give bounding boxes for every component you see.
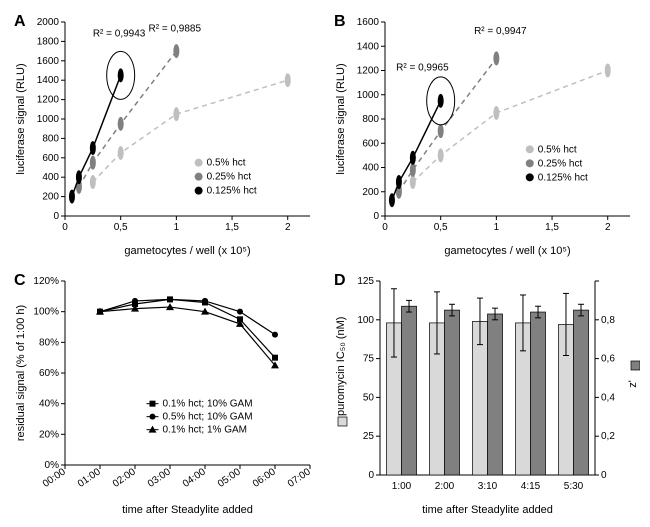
svg-text:gametocytes / well (x 10⁵): gametocytes / well (x 10⁵) <box>124 245 250 257</box>
svg-text:1:00: 1:00 <box>392 481 412 492</box>
svg-text:05:00: 05:00 <box>216 466 243 490</box>
panel-b: B 0 200 400 600 800 1000 1200 1400 1600 0 0,5 1 1,5 2 g… <box>330 10 640 259</box>
panel-d: D 0 25 50 75 100 125 0 0,2 0,4 0,6 0,8 1:00 2:00 3:10 4… <box>330 269 640 518</box>
svg-text:0: 0 <box>373 211 379 222</box>
svg-text:0: 0 <box>601 470 607 481</box>
svg-text:2: 2 <box>605 222 611 233</box>
chart-a: A 0 200 400 600 800 1000 1200 1400 1600 1800 2000 0 0… <box>10 10 320 258</box>
svg-text:02:00: 02:00 <box>111 466 138 490</box>
svg-text:2000: 2000 <box>37 17 60 28</box>
svg-text:04:00: 04:00 <box>181 466 208 490</box>
svg-text:1000: 1000 <box>357 90 380 101</box>
svg-text:400: 400 <box>42 172 59 183</box>
svg-text:3:10: 3:10 <box>478 481 498 492</box>
svg-text:1200: 1200 <box>37 95 60 106</box>
svg-text:1,5: 1,5 <box>545 222 559 233</box>
svg-text:0,6: 0,6 <box>601 353 615 364</box>
svg-text:40%: 40% <box>39 398 59 409</box>
svg-text:60%: 60% <box>39 368 59 379</box>
svg-text:0,4: 0,4 <box>601 392 615 403</box>
svg-text:75: 75 <box>363 353 375 364</box>
svg-text:07:00: 07:00 <box>286 466 313 490</box>
svg-text:residual signal (% of 1:00 h): residual signal (% of 1:00 h) <box>15 304 27 440</box>
svg-text:125: 125 <box>357 276 374 287</box>
svg-text:50: 50 <box>363 392 375 403</box>
svg-text:800: 800 <box>362 114 379 125</box>
chart-d: D 0 25 50 75 100 125 0 0,2 0,4 0,6 0,8 1:00 2:00 3:10 4… <box>330 269 640 517</box>
svg-text:600: 600 <box>42 153 59 164</box>
panel-c: C0%20%40%60%80%100%120%00:0001:0002:0003… <box>10 269 320 518</box>
svg-text:120%: 120% <box>33 276 59 287</box>
svg-text:z': z' <box>627 380 639 388</box>
svg-text:1800: 1800 <box>37 36 60 47</box>
svg-text:0,8: 0,8 <box>601 314 615 325</box>
svg-text:4:15: 4:15 <box>521 481 541 492</box>
svg-text:5:30: 5:30 <box>564 481 584 492</box>
svg-text:0.5% hct: 0.5% hct <box>207 158 246 169</box>
svg-text:1200: 1200 <box>357 66 380 77</box>
svg-text:2:00: 2:00 <box>435 481 455 492</box>
svg-text:0,5: 0,5 <box>114 222 128 233</box>
svg-text:100: 100 <box>357 314 374 325</box>
svg-text:0,5: 0,5 <box>434 222 448 233</box>
svg-text:0.1% hct; 10% GAM: 0.1% hct; 10% GAM <box>163 398 253 409</box>
svg-text:0.5% hct: 0.5% hct <box>538 144 577 155</box>
svg-text:C: C <box>14 272 26 289</box>
svg-text:1,5: 1,5 <box>225 222 239 233</box>
svg-text:0: 0 <box>382 222 388 233</box>
svg-text:1: 1 <box>494 222 500 233</box>
svg-text:400: 400 <box>362 163 379 174</box>
svg-text:1600: 1600 <box>37 56 60 67</box>
svg-text:R² = 0,9943: R² = 0,9943 <box>93 29 146 40</box>
svg-text:0.125% hct: 0.125% hct <box>207 186 257 197</box>
svg-text:R² = 0,9885: R² = 0,9885 <box>149 24 202 35</box>
panel-a: A 0 200 400 600 800 1000 1200 1400 1600 1800 2000 0 0… <box>10 10 320 259</box>
svg-text:gametocytes / well (x 10⁵): gametocytes / well (x 10⁵) <box>444 245 570 257</box>
chart-c: C0%20%40%60%80%100%120%00:0001:0002:0003… <box>10 269 320 517</box>
svg-text:200: 200 <box>42 192 59 203</box>
svg-text:80%: 80% <box>39 337 59 348</box>
svg-text:0.5% hct; 10% GAM: 0.5% hct; 10% GAM <box>163 411 253 422</box>
svg-text:06:00: 06:00 <box>251 466 278 490</box>
svg-text:0.1% hct; 1% GAM: 0.1% hct; 1% GAM <box>163 424 247 435</box>
svg-text:0: 0 <box>368 470 374 481</box>
svg-text:R² = 0,9965: R² = 0,9965 <box>396 63 449 74</box>
svg-text:A: A <box>14 13 26 30</box>
svg-text:03:00: 03:00 <box>146 466 173 490</box>
svg-text:luciferase signal (RLU): luciferase signal (RLU) <box>15 63 27 174</box>
svg-text:20%: 20% <box>39 429 59 440</box>
svg-text:1000: 1000 <box>37 114 60 125</box>
svg-text:01:00: 01:00 <box>76 466 103 490</box>
svg-text:B: B <box>334 13 346 30</box>
svg-text:0: 0 <box>53 211 59 222</box>
svg-text:1600: 1600 <box>357 17 380 28</box>
svg-text:time after Steadylite added: time after Steadylite added <box>122 504 253 516</box>
svg-text:1400: 1400 <box>37 75 60 86</box>
svg-text:2: 2 <box>285 222 291 233</box>
svg-text:D: D <box>334 272 346 289</box>
svg-text:800: 800 <box>42 133 59 144</box>
svg-text:luciferase signal (RLU): luciferase signal (RLU) <box>335 63 347 174</box>
svg-text:0,2: 0,2 <box>601 431 615 442</box>
svg-text:puromycin IC₅₀ (nM): puromycin IC₅₀ (nM) <box>335 316 347 415</box>
svg-text:R² = 0,9947: R² = 0,9947 <box>474 26 527 37</box>
svg-text:600: 600 <box>362 138 379 149</box>
svg-text:100%: 100% <box>33 306 59 317</box>
svg-text:0: 0 <box>62 222 68 233</box>
svg-text:1400: 1400 <box>357 41 380 52</box>
svg-text:0.125% hct: 0.125% hct <box>538 172 588 183</box>
svg-text:0.25% hct: 0.25% hct <box>207 172 252 183</box>
svg-text:25: 25 <box>363 431 375 442</box>
svg-text:0.25% hct: 0.25% hct <box>538 158 583 169</box>
svg-text:time after Steadylite added: time after Steadylite added <box>422 504 553 516</box>
svg-text:200: 200 <box>362 187 379 198</box>
chart-b: B 0 200 400 600 800 1000 1200 1400 1600 0 0,5 1 1,5 2 g… <box>330 10 640 258</box>
svg-text:1: 1 <box>174 222 180 233</box>
